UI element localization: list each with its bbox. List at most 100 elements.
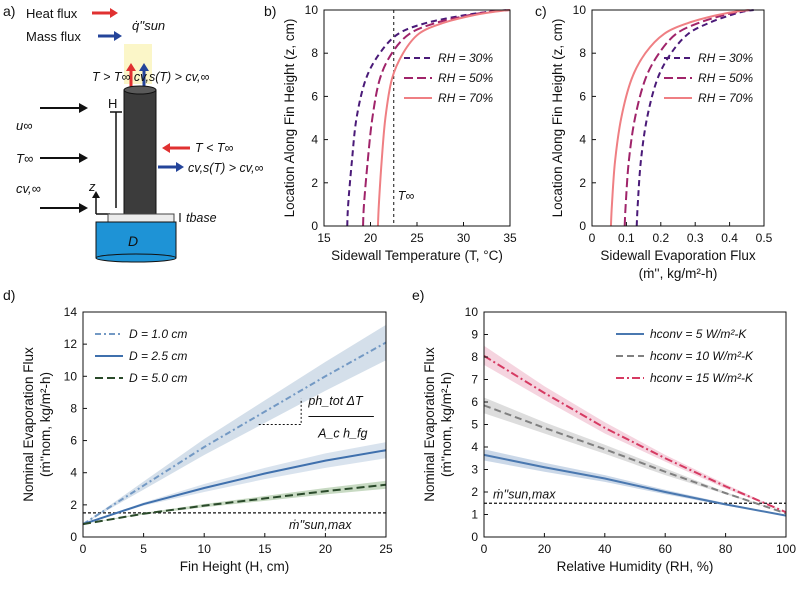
x-tick-label-c: 0.5 <box>756 231 773 245</box>
x-tick-label-b: 15 <box>317 231 331 245</box>
c-inf-label: cv,∞ <box>16 181 41 196</box>
x-tick-label-d: 25 <box>379 542 393 556</box>
y-tick-label-e: 6 <box>471 395 478 409</box>
panel-label-b: b) <box>264 3 276 19</box>
fin-top <box>123 85 157 95</box>
reference-line-label-e: ṁ''sun,max <box>493 487 556 501</box>
x-axis-label-e: Relative Humidity (RH, %) <box>557 559 714 574</box>
confidence-band-d-0 <box>83 324 386 525</box>
legend-label-c-2: RH = 70% <box>698 91 753 105</box>
y-tick-label-d: 6 <box>70 434 77 448</box>
x-axis-label2-c: (ṁ'', kg/m²-h) <box>639 266 718 281</box>
plot-frame-b <box>323 9 511 227</box>
y-tick-label-b: 10 <box>305 3 319 17</box>
x-tick-label-e: 60 <box>659 542 673 556</box>
panel-label-a: a) <box>3 3 15 19</box>
series-line-e-1 <box>483 404 787 515</box>
x-tick-label-e: 20 <box>538 542 552 556</box>
y-tick-label-c: 10 <box>573 3 587 17</box>
y-tick-label-d: 10 <box>64 369 78 383</box>
legend-label-e-2: hconv = 15 W/m²-K <box>650 371 754 385</box>
x-tick-label-e: 40 <box>598 542 612 556</box>
x-tick-label-b: 30 <box>457 231 471 245</box>
flow-arrowhead-icon <box>79 103 88 113</box>
y-tick-label-d: 8 <box>70 401 77 415</box>
y-tick-label-e: 4 <box>471 440 478 454</box>
z-label: z <box>88 179 96 194</box>
series-line-b-1 <box>362 9 511 227</box>
y-tick-label-e: 1 <box>471 508 478 522</box>
x-tick-label-b: 25 <box>410 231 424 245</box>
q-sun-label: q̇''sun <box>132 18 165 33</box>
heat-flux-legend: Heat flux <box>26 6 78 21</box>
series-line-d-2 <box>82 483 387 526</box>
legend-label-d-1: D = 2.5 cm <box>129 349 187 363</box>
series-line-c-1 <box>623 9 751 227</box>
t-base-label: tbase <box>186 211 217 225</box>
x-tick-label-d: 0 <box>80 542 87 556</box>
panel-b-chart: b) T∞ 15 20 25 30 35 0 2 4 6 8 10 Sidewall Temperatu… <box>264 3 517 263</box>
mass-arrowhead-icon <box>114 31 122 41</box>
side-condition-1: T < T∞ <box>195 141 234 155</box>
y-tick-label-e: 10 <box>465 305 479 319</box>
x-tick-label-c: 0.2 <box>652 231 669 245</box>
confidence-band-d-2 <box>83 480 386 525</box>
legend-label-d-0: D = 1.0 cm <box>129 327 187 341</box>
height-label: H <box>108 96 117 111</box>
x-tick-label-d: 15 <box>258 542 272 556</box>
y-axis-label-c: Location Along Fin Height (z, cm) <box>550 19 565 218</box>
y-tick-label-e: 0 <box>471 530 478 544</box>
slope-label-denominator: A_c h_fg <box>317 426 367 440</box>
series-line-c-2 <box>609 9 749 227</box>
series-line-b-2 <box>376 9 511 227</box>
y-tick-label-c: 0 <box>579 219 586 233</box>
x-axis-label-b: Sidewall Temperature (T, °C) <box>331 248 503 263</box>
y-tick-label-c: 4 <box>579 133 586 147</box>
legend-label-c-1: RH = 50% <box>698 71 753 85</box>
y-tick-label-b: 4 <box>311 133 318 147</box>
panel-label-e: e) <box>412 287 424 303</box>
series-line-e-0 <box>483 453 787 517</box>
mass-flux-legend: Mass flux <box>26 29 81 44</box>
top-heat-arrowhead-icon <box>126 63 136 71</box>
flow-arrowhead-icon <box>79 153 88 163</box>
y-tick-label-d: 0 <box>70 530 77 544</box>
confidence-band-d-1 <box>83 442 386 525</box>
z-axis-arrowhead-icon <box>92 191 100 198</box>
slope-label-numerator: ph_tot ΔT <box>307 394 364 408</box>
series-line-b-0 <box>346 9 511 227</box>
flow-arrowhead-icon <box>79 203 88 213</box>
x-tick-label-b: 20 <box>364 231 378 245</box>
y-tick-label-e: 3 <box>471 463 478 477</box>
x-tick-label-c: 0 <box>589 231 596 245</box>
y-tick-label-e: 9 <box>471 328 478 342</box>
x-axis-label-c: Sidewall Evaporation Flux <box>600 248 756 263</box>
y-tick-label-d: 4 <box>70 466 77 480</box>
top-condition-label: T > T∞ cv,s(T) > cv,∞ <box>92 70 209 84</box>
base-plate <box>107 213 175 223</box>
y-tick-label-e: 5 <box>471 418 478 432</box>
series-line-e-2 <box>483 355 787 514</box>
y-tick-label-c: 8 <box>579 46 586 60</box>
legend-label-c-0: RH = 30% <box>698 51 753 65</box>
T-inf-label: T∞ <box>16 151 33 166</box>
series-line-d-1 <box>82 449 387 526</box>
u-inf-label: u∞ <box>16 118 33 133</box>
legend-label-b-1: RH = 50% <box>438 71 493 85</box>
y-axis-label2-e: (ṁ''nom, kg/m²-h) <box>439 372 454 477</box>
diameter-label: D <box>128 233 138 249</box>
legend-label-b-2: RH = 70% <box>438 91 493 105</box>
x-tick-label-d: 5 <box>140 542 147 556</box>
reference-line-label-d: ṁ''sun,max <box>289 518 352 532</box>
y-tick-label-b: 6 <box>311 89 318 103</box>
x-tick-label-e: 0 <box>481 542 488 556</box>
sun-column <box>124 44 152 84</box>
legend-label-e-1: hconv = 10 W/m²-K <box>650 349 754 363</box>
plot-frame-d <box>82 311 387 538</box>
y-tick-label-c: 6 <box>579 89 586 103</box>
x-tick-label-c: 0.4 <box>721 231 738 245</box>
side-heat-arrowhead-icon <box>162 143 170 153</box>
plot-frame-c <box>591 9 765 227</box>
